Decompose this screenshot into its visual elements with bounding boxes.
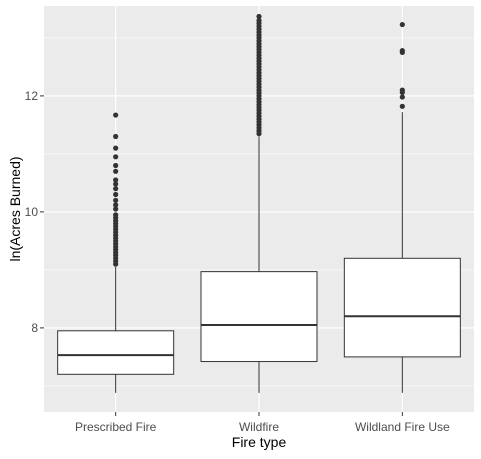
outlier-point [113,181,119,187]
box-group [200,13,318,393]
x-axis-ticks: Prescribed Fire Wildfire Wildland Fire Use [75,412,450,434]
outlier-point [113,177,119,183]
x-tick-label: Wildland Fire Use [355,420,450,434]
box-iqr [57,330,175,375]
box-layer [57,13,461,393]
x-axis-title: Fire type [232,434,287,450]
y-tick-label: 10 [25,205,39,219]
x-tick-label: Wildfire [239,420,279,434]
outlier-point [256,17,262,24]
y-tick-label: 8 [31,321,38,335]
outlier-point [113,191,119,198]
outlier-point [113,212,119,218]
outlier-point [399,103,405,109]
box-iqr [200,271,318,363]
box-group [343,21,461,393]
box-iqr [343,257,461,358]
outlier-point [113,197,119,203]
outlier-point [399,21,405,28]
outlier-point [113,168,119,174]
outlier-point [113,162,119,169]
outlier-point [399,94,405,100]
outlier-point [113,154,119,160]
outlier-point [113,186,119,192]
y-axis-title: ln(Acres Burned) [7,156,23,261]
box-group [57,112,175,393]
outlier-point [113,133,119,140]
outlier-point [113,202,119,208]
y-tick-label: 12 [25,89,39,103]
outlier-point [113,145,119,151]
outlier-point [256,13,262,20]
outlier-point [399,48,405,54]
x-tick-label: Prescribed Fire [75,420,157,434]
outlier-point [113,112,119,118]
outlier-point [113,206,119,212]
outlier-point [399,87,405,93]
y-axis-ticks: 8 10 12 [25,89,44,335]
